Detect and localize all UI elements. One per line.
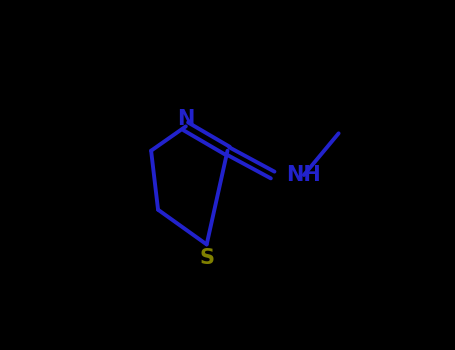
Text: NH: NH [287,165,321,185]
Text: S: S [199,248,214,268]
Text: N: N [177,110,195,130]
